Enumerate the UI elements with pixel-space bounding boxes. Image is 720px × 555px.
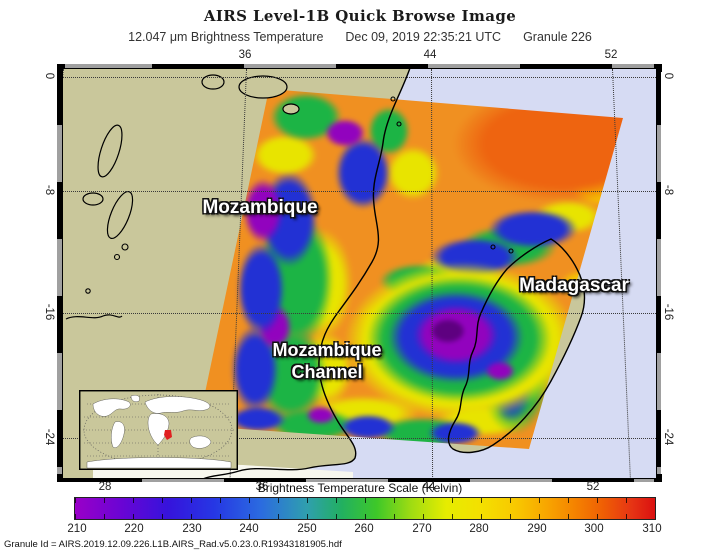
lon-tick-label: 44 <box>422 481 436 493</box>
lat-tick-label: 0 <box>662 72 674 80</box>
granule-id: Granule Id = AIRS.2019.12.09.226.L1B.AIR… <box>4 539 342 550</box>
inset-location-marker <box>164 430 172 440</box>
colorbar <box>74 497 656 520</box>
place-label-madagascar: Madagascar <box>519 275 629 296</box>
frame-band-right <box>656 68 661 477</box>
graticule-line <box>63 438 656 439</box>
lat-tick-label: -16 <box>662 303 674 321</box>
lat-tick-label: -8 <box>43 184 55 196</box>
map-canvas: Mozambique Madagascar Mozambique Channel <box>62 68 657 479</box>
subtitle-granule-number: Granule 226 <box>523 30 592 44</box>
page-title: AIRS Level-1B Quick Browse Image <box>203 7 517 25</box>
lat-tick-label: -24 <box>43 428 55 446</box>
frame-band-bottom <box>60 477 657 482</box>
frame-corner <box>654 64 662 72</box>
colorbar-tick-label: 250 <box>297 523 317 535</box>
frame-band-left <box>57 68 62 477</box>
frame-band-top <box>60 64 657 69</box>
colorbar-tick-label: 310 <box>642 523 662 535</box>
lat-tick-label: -24 <box>662 428 674 446</box>
colorbar-tick-label: 290 <box>527 523 547 535</box>
inset-world-map <box>79 390 238 470</box>
subtitle-wavelength: 12.047 μm Brightness Temperature <box>128 30 324 44</box>
lon-tick-label: 36 <box>255 481 269 493</box>
graticule-line <box>63 77 656 78</box>
inset-continents <box>86 395 232 469</box>
frame-corner <box>57 64 65 72</box>
colorbar-labels: 210 220 230 240 250 260 270 280 290 300 … <box>67 523 661 537</box>
subtitle-datetime: Dec 09, 2019 22:35:21 UTC <box>345 30 502 44</box>
colorbar-tick-label: 270 <box>412 523 432 535</box>
lon-tick-label: 44 <box>423 49 437 61</box>
place-label-mozambique-channel: Mozambique Channel <box>272 339 381 383</box>
subtitle-row: 12.047 μm Brightness Temperature Dec 09,… <box>0 30 720 44</box>
place-label-channel-line1: Mozambique <box>272 340 382 360</box>
colorbar-tick-label: 300 <box>584 523 604 535</box>
frame-corner <box>57 474 65 482</box>
colorbar-tick-label: 260 <box>354 523 374 535</box>
colorbar-tick-label: 280 <box>469 523 489 535</box>
lat-tick-label: 0 <box>43 72 55 80</box>
lon-tick-label: 52 <box>604 49 618 61</box>
lon-tick-label: 52 <box>586 481 600 493</box>
place-label-channel-line2: Channel <box>291 362 363 382</box>
frame-corner <box>654 474 662 482</box>
colorbar-title: Brightness Temperature Scale (Kelvin) <box>257 481 463 495</box>
graticule-line <box>63 313 656 314</box>
lat-tick-label: -16 <box>43 303 55 321</box>
place-label-mozambique: Mozambique <box>202 197 318 218</box>
colorbar-tick-label: 230 <box>182 523 202 535</box>
colorbar-tick-label: 220 <box>124 523 144 535</box>
lon-tick-label: 28 <box>98 481 112 493</box>
lon-tick-label: 36 <box>238 49 252 61</box>
colorbar-tick-label: 240 <box>239 523 259 535</box>
lat-tick-label: -8 <box>662 184 674 196</box>
colorbar-tick-label: 210 <box>67 523 87 535</box>
graticule-line <box>63 191 656 192</box>
